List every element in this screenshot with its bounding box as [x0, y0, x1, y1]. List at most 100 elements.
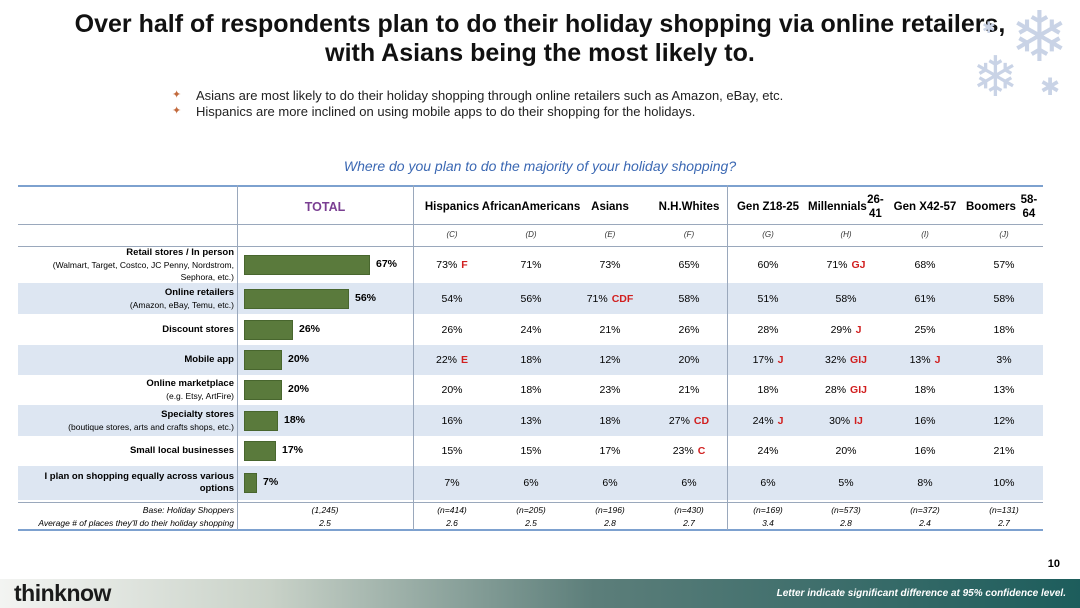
cell-value: 17%: [599, 445, 621, 457]
significance-letters: C: [697, 445, 706, 457]
cell-value: 56%: [520, 292, 542, 305]
cell-value: 24%: [520, 324, 542, 336]
table-cell: 23% C: [651, 436, 727, 466]
cell-value: 18%: [993, 324, 1015, 336]
cell-value: 73%: [436, 259, 458, 271]
cell-value: 30%: [829, 414, 851, 427]
header-gen-x: Gen X 42-57: [887, 190, 963, 224]
cell-value: 6%: [602, 477, 618, 489]
table-cell: 20%: [651, 345, 727, 375]
row-shading: [18, 405, 1043, 436]
table-cell: 20%: [414, 375, 490, 405]
table-cell: 29% J: [808, 315, 884, 345]
cell-value: 13%: [993, 384, 1015, 396]
row-shading: [18, 466, 1043, 500]
table-cell: 30% IJ: [808, 405, 884, 436]
column-letter: (J): [999, 230, 1009, 239]
cell-value: 21%: [599, 324, 621, 336]
table-cell: 68%: [887, 247, 963, 283]
table-cell: 28% GIJ: [808, 375, 884, 405]
significance-letters: F: [461, 259, 468, 271]
header-label: Millennials: [808, 201, 867, 213]
bar-total: [244, 473, 257, 493]
average-count: 2.5: [525, 518, 537, 528]
cell-value: 71%: [586, 292, 608, 305]
table-cell: 25%: [887, 315, 963, 345]
row-label: Mobile app: [18, 345, 234, 375]
row-label: Online retailers (Amazon, eBay, Temu, etc…: [18, 283, 234, 314]
cell-value: 6%: [760, 477, 776, 489]
row-label: Discount stores: [18, 315, 234, 345]
cell-value: 5%: [838, 477, 854, 489]
row-label-sub: (Walmart, Target, Costco, JC Penny, Nord…: [52, 260, 234, 282]
cell-value: 23%: [599, 384, 621, 396]
header-hispanics: Hispanics: [414, 190, 490, 224]
table-cell: 18%: [493, 375, 569, 405]
table-cell: 15%: [493, 436, 569, 466]
header-label: Boomers: [966, 201, 1016, 213]
header-sublabel: 42-57: [926, 201, 957, 213]
star-bullet-icon: ✦: [172, 104, 182, 117]
table-cell: 58%: [651, 283, 727, 314]
cell-value: 58%: [835, 292, 857, 305]
cell-value: 18%: [757, 384, 779, 396]
cell-value: 26%: [441, 324, 463, 336]
cell-value: 16%: [914, 414, 936, 427]
table-cell: 6%: [572, 466, 648, 500]
cell-value: 24%: [757, 445, 779, 457]
header-label: Asians: [591, 201, 629, 213]
column-letter: (E): [604, 230, 616, 239]
bar-value-label: 18%: [284, 413, 306, 426]
table-cell: 3%: [966, 345, 1042, 375]
cell-value: 65%: [678, 259, 700, 271]
cell-value: 58%: [993, 292, 1015, 305]
bar-value-label: 67%: [376, 258, 398, 270]
table-cell: 16%: [414, 405, 490, 436]
table-cell: 8%: [887, 466, 963, 500]
snowflake-icon: ✱: [1040, 73, 1061, 101]
row-label: Small local businesses: [18, 436, 234, 466]
bullet-item: ✦ Asians are most likely to do their hol…: [172, 88, 783, 104]
table-cell: 24% J: [730, 405, 806, 436]
row-label-sub: (e.g. Etsy, ArtFire): [166, 391, 234, 401]
cell-value: 3%: [996, 354, 1012, 366]
significance-letters: J: [934, 354, 941, 366]
significance-letters: J: [777, 354, 784, 366]
row-label-main: Online marketplace: [146, 378, 234, 389]
column-letter: (C): [446, 230, 458, 239]
cell-value: 6%: [523, 477, 539, 489]
table-cell: 17%: [572, 436, 648, 466]
table-cell: 60%: [730, 247, 806, 283]
table-cell: 12%: [966, 405, 1042, 436]
cell-value: 28%: [757, 324, 779, 336]
table-cell: 18%: [572, 405, 648, 436]
column-letter: (D): [525, 230, 537, 239]
table-cell: 71%: [493, 247, 569, 283]
cell-value: 60%: [757, 259, 779, 271]
header-gen-z: Gen Z 18-25: [730, 190, 806, 224]
table-cell: 5%: [808, 466, 884, 500]
row-label: Specialty stores (boutique stores, arts a…: [18, 405, 234, 436]
bar-value-label: 17%: [282, 444, 304, 456]
table-cell: 16%: [887, 405, 963, 436]
average-total: 2.5: [319, 518, 331, 528]
bar-total: [244, 320, 293, 340]
cell-value: 29%: [830, 324, 852, 336]
row-label-main: Mobile app: [184, 354, 234, 365]
base-count: (n=414): [437, 505, 467, 515]
average-count: 3.4: [762, 518, 774, 528]
significance-letters: E: [461, 354, 469, 366]
brand-logo: thinknow: [14, 580, 111, 606]
cell-value: 32%: [825, 354, 847, 366]
row-shading: [18, 345, 1043, 375]
cell-value: 12%: [599, 354, 621, 366]
bar-total: [244, 410, 278, 431]
table-cell: 16%: [887, 436, 963, 466]
table-cell: 28%: [730, 315, 806, 345]
table-cell: 18%: [493, 345, 569, 375]
average-count: 2.7: [998, 518, 1010, 528]
table-top-border: [18, 185, 1043, 187]
cell-value: 10%: [993, 477, 1015, 489]
chart-title: Where do you plan to do the majority of …: [343, 158, 737, 174]
cell-value: 21%: [678, 384, 700, 396]
